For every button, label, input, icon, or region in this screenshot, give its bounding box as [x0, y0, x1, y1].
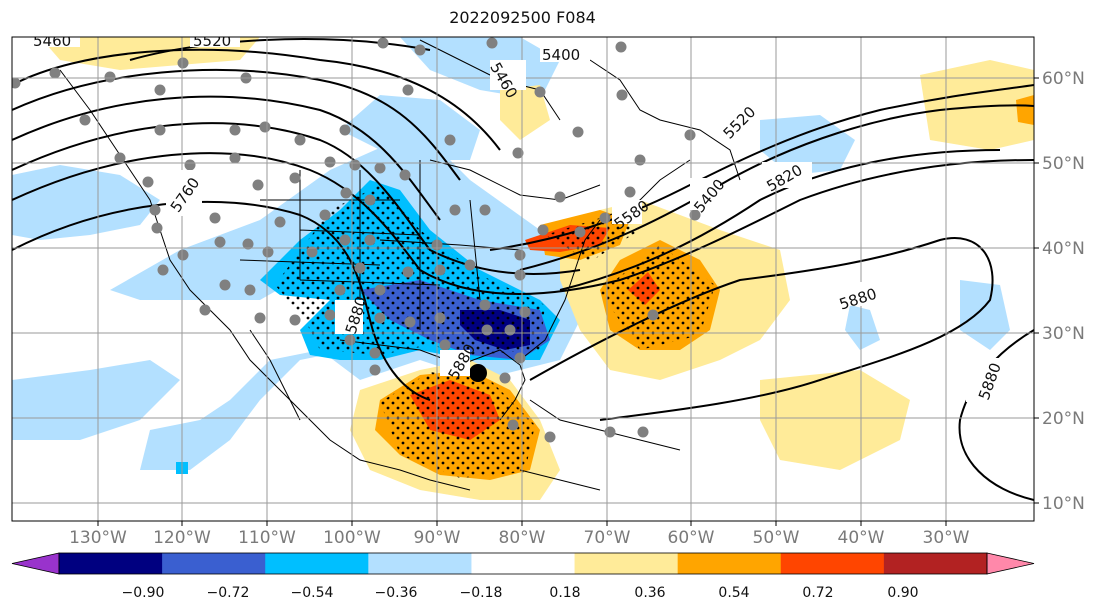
contour-label-5460-nw: 5460	[33, 32, 71, 50]
lat-label-20n: 20°N	[1042, 409, 1085, 429]
cbar-label-p054: 0.54	[718, 585, 749, 601]
shade-yellow-ne	[920, 60, 1034, 150]
shade-lightblue-pac	[12, 360, 180, 440]
colorbar-extend-high	[986, 552, 1035, 575]
colorbar-segment	[574, 553, 679, 574]
stipple-atl	[600, 245, 715, 350]
colorbar-frame	[58, 552, 988, 575]
storm-center-dot	[469, 364, 487, 382]
lon-label-80w: 80°W	[499, 528, 546, 548]
colorbar-segment	[162, 553, 266, 574]
lon-label-40w: 40°W	[838, 528, 885, 548]
map-frame	[11, 36, 1035, 522]
cbar-label-p072: 0.72	[802, 585, 833, 601]
lon-label-50w: 50°W	[753, 528, 800, 548]
station-dots	[12, 37, 701, 443]
colorbar-segment	[780, 553, 885, 574]
latitude-labels: 60°N 50°N 40°N 30°N 20°N 10°N	[1042, 69, 1085, 514]
cbar-label-p090: 0.90	[887, 585, 918, 601]
shade-lightblue-atl	[760, 115, 855, 175]
cbar-label-m072: −0.72	[207, 585, 250, 601]
colorbar-labels: −0.90 −0.72 −0.54 −0.36 −0.18 0.18 0.36 …	[122, 585, 919, 601]
lat-label-10n: 10°N	[1042, 494, 1085, 514]
cbar-label-m036: −0.36	[375, 585, 418, 601]
shade-lightblue-canada	[340, 95, 480, 160]
contour-label-5400: 5400	[542, 46, 580, 64]
gridlines	[12, 37, 1034, 521]
lat-label-60n: 60°N	[1042, 69, 1085, 89]
cbar-label-m018: −0.18	[460, 585, 503, 601]
lon-label-110w: 110°W	[238, 528, 296, 548]
coastlines	[59, 39, 741, 491]
colorbar-segment	[471, 553, 576, 574]
stipple-ne	[545, 215, 640, 262]
shade-orange-far-ne	[1016, 95, 1034, 125]
lon-label-90w: 90°W	[414, 528, 461, 548]
lon-label-30w: 30°W	[923, 528, 970, 548]
lat-label-50n: 50°N	[1042, 154, 1085, 174]
lon-label-60w: 60°W	[668, 528, 715, 548]
shade-yellow-mid	[500, 85, 550, 140]
colorbar-segment	[883, 553, 988, 574]
cbar-label-p036: 0.36	[634, 585, 665, 601]
cbar-label-m054: −0.54	[291, 585, 334, 601]
lon-label-100w: 100°W	[323, 528, 381, 548]
colorbar-segment	[265, 553, 369, 574]
shade-lightblue-west	[110, 130, 590, 470]
cbar-label-p018: 0.18	[549, 585, 580, 601]
stipple-gulf	[380, 372, 535, 478]
lon-label-120w: 120°W	[153, 528, 211, 548]
lat-label-40n: 40°N	[1042, 239, 1085, 259]
contour-label-5520-n: 5520	[193, 32, 231, 50]
colorbar-segment	[368, 553, 472, 574]
shade-lightblue-mid	[845, 305, 880, 350]
contour-label-patches	[32, 37, 1000, 402]
colorbar	[11, 552, 1035, 575]
lat-label-30n: 30°N	[1042, 324, 1085, 344]
map-title: 2022092500 F084	[449, 8, 596, 27]
lon-label-70w: 70°W	[584, 528, 631, 548]
cbar-label-m090: −0.90	[122, 585, 165, 601]
lon-label-130w: 130°W	[69, 528, 127, 548]
longitude-labels: 130°W 120°W 110°W 100°W 90°W 80°W 70°W 6…	[69, 528, 970, 548]
colorbar-extend-low	[11, 552, 60, 575]
anomaly-shading: 5460 5520 5400 5460 5520 5760 5820 5400 …	[12, 32, 1034, 521]
colorbar-segment	[677, 553, 782, 574]
axis-ticks	[97, 77, 1039, 526]
shade-yellow-se	[760, 370, 910, 470]
colorbar-segment	[59, 553, 163, 574]
